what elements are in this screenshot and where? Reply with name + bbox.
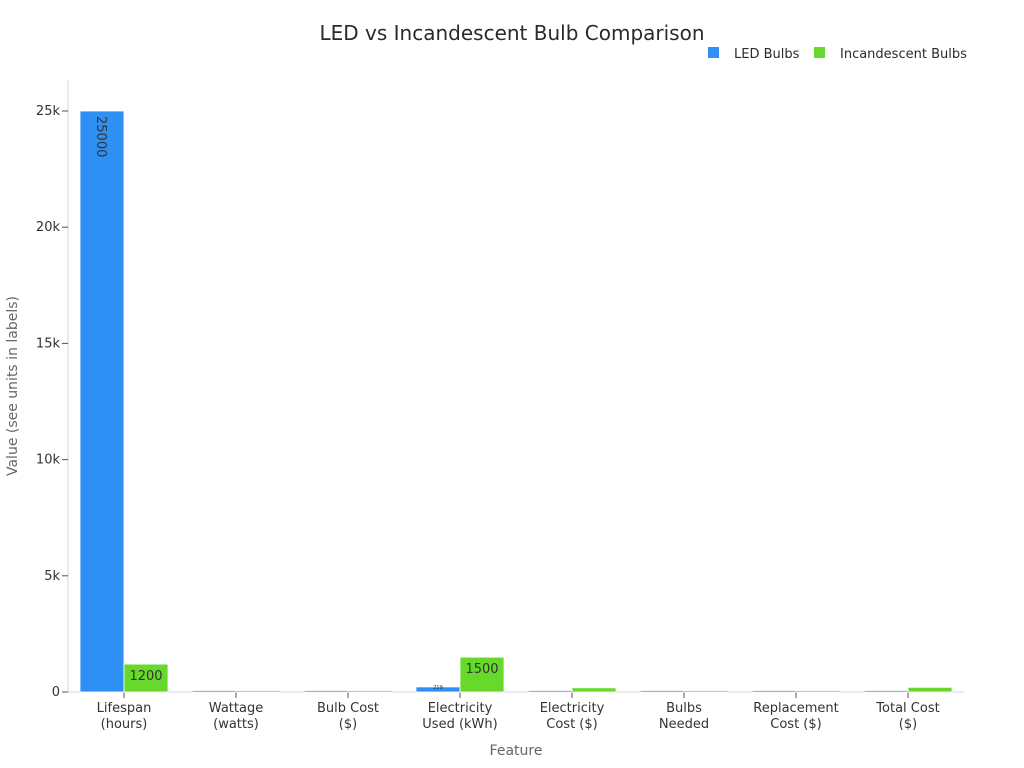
legend-swatch-led (708, 47, 719, 58)
bar-incandescent (123, 663, 169, 693)
bar-led (639, 690, 685, 693)
chart-title: LED vs Incandescent Bulb Comparison (320, 21, 705, 45)
data-label: 1200 (129, 669, 162, 684)
bar-incandescent (459, 656, 505, 693)
bar-led (79, 110, 125, 693)
x-tick-label: Electricity (540, 701, 605, 716)
y-ticks: 0 5k 10k 15k 20k 25k (36, 104, 68, 700)
y-tick-label: 15k (36, 336, 61, 351)
bar-led (863, 690, 909, 693)
legend-label-led: LED Bulbs (734, 47, 800, 62)
x-tick-label: (hours) (101, 717, 148, 732)
legend: LED Bulbs Incandescent Bulbs (708, 47, 967, 62)
bars: 25000 1200 219 1500 (79, 110, 953, 693)
x-tick-label: Used (kWh) (422, 717, 497, 732)
x-tick-label: (watts) (213, 717, 259, 732)
bar-incandescent (347, 690, 393, 693)
bar-incandescent (235, 690, 281, 693)
y-tick-label: 20k (36, 220, 61, 235)
y-axis: 0 5k 10k 15k 20k 25k Value (see units in labe… (5, 80, 69, 700)
bar-led (751, 690, 797, 693)
y-axis-label: Value (see units in labels) (5, 296, 21, 476)
x-axis-label: Feature (490, 743, 543, 759)
bar-incandescent (907, 686, 953, 693)
bar-incandescent (571, 687, 617, 693)
x-tick-label: Cost ($) (770, 717, 821, 732)
x-tick-label: Total Cost (875, 701, 939, 716)
bar-led (303, 690, 349, 693)
y-tick-label: 10k (36, 453, 61, 468)
x-axis: Lifespan(hours)Wattage(watts)Bulb Cost($… (68, 691, 964, 759)
x-tick-label: Needed (659, 717, 709, 732)
bar-led (191, 690, 237, 693)
x-tick-label: Bulb Cost (317, 701, 379, 716)
x-tick-label: ($) (339, 717, 357, 732)
x-tick-label: Wattage (209, 701, 263, 716)
x-tick-label: Replacement (753, 701, 838, 716)
x-tick-label: Electricity (428, 701, 493, 716)
data-label: 25000 (93, 116, 108, 157)
bar-incandescent (683, 690, 729, 693)
y-tick-label: 0 (52, 685, 60, 700)
y-tick-label: 25k (36, 104, 61, 119)
bar-led (527, 690, 573, 693)
x-tick-label: Lifespan (97, 701, 152, 716)
y-tick-label: 5k (44, 569, 60, 584)
x-tick-label: ($) (899, 717, 917, 732)
x-tick-label: Cost ($) (546, 717, 597, 732)
x-tick-label: Bulbs (666, 701, 702, 716)
legend-swatch-incandescent (814, 47, 825, 58)
bar-incandescent (795, 690, 841, 693)
legend-label-incandescent: Incandescent Bulbs (840, 47, 967, 62)
data-label: 219 (433, 685, 443, 691)
data-label: 1500 (465, 662, 498, 677)
x-ticks: Lifespan(hours)Wattage(watts)Bulb Cost($… (97, 692, 940, 732)
